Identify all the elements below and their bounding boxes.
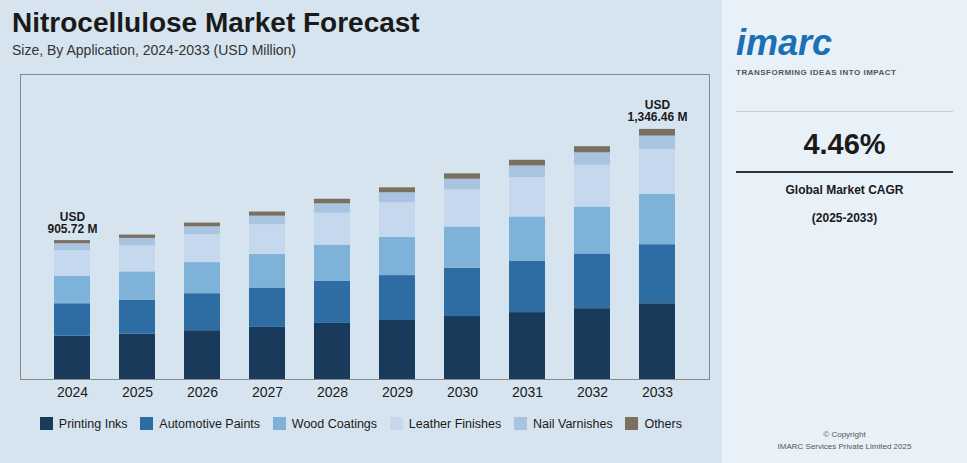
svg-text:2030: 2030 — [447, 384, 478, 400]
html-text:imarc: imarc — [736, 22, 833, 63]
svg-text:2032: 2032 — [577, 384, 608, 400]
svg-text:USD905.72 M: USD905.72 M — [47, 210, 97, 236]
html-text:Size, By Application, 2024-203: Size, By Application, 2024-2033 (USD Mil… — [12, 42, 296, 58]
svg-text:2028: 2028 — [317, 384, 348, 400]
html-text:Automotive Paints: Automotive Paints — [159, 416, 261, 431]
html-text:Nail Varnishes: Nail Varnishes — [533, 416, 613, 431]
html-text:TRANSFORMING IDEAS INTO IMPACT: TRANSFORMING IDEAS INTO IMPACT — [736, 68, 897, 77]
html-text:Wood Coatings: Wood Coatings — [291, 416, 378, 431]
html-text:Nitrocellulose Market Forecast: Nitrocellulose Market Forecast — [12, 7, 420, 38]
html-text:Printing Inks: Printing Inks — [58, 416, 128, 431]
html-text:(2025-2033): (2025-2033) — [811, 211, 878, 225]
svg-text:USD1,346.46 M: USD1,346.46 M — [627, 98, 687, 124]
svg-text:2029: 2029 — [382, 384, 413, 400]
svg-text:2033: 2033 — [642, 384, 673, 400]
html-text:4.46%: 4.46% — [803, 128, 886, 160]
svg-text:2026: 2026 — [187, 384, 218, 400]
html-text:Others: Others — [644, 416, 682, 431]
html-text:Global Market CAGR: Global Market CAGR — [785, 183, 904, 197]
svg-text:2025: 2025 — [122, 384, 153, 400]
svg-text:2031: 2031 — [512, 384, 543, 400]
svg-text:2027: 2027 — [252, 384, 283, 400]
html-text:© Copyright IMARC Services Pri: © Copyright IMARC Services Private Limit… — [777, 430, 912, 451]
html-text:Leather Finishes: Leather Finishes — [408, 416, 502, 431]
svg-text:2024: 2024 — [57, 384, 88, 400]
